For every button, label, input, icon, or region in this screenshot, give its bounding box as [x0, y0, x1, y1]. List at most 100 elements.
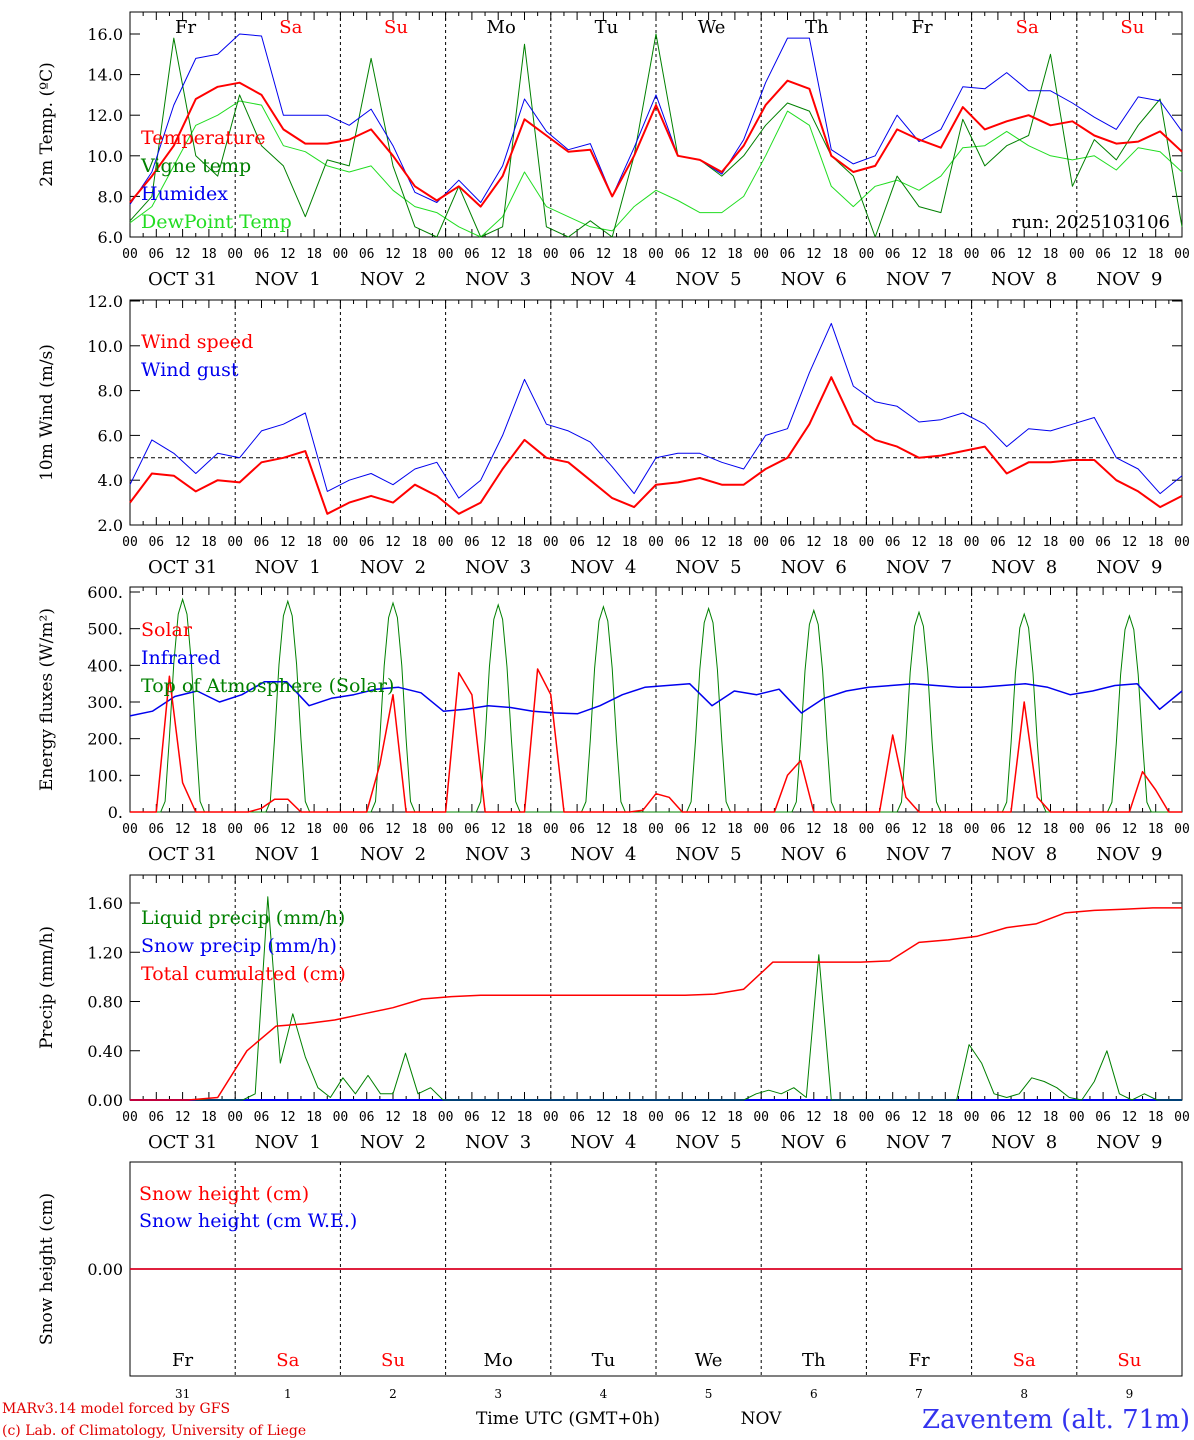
line-total-cumulated — [130, 907, 1182, 1101]
line-liquid-precip — [130, 896, 1182, 1101]
hour-label: 12 — [1016, 247, 1032, 262]
date-label: NOV 2 — [360, 557, 426, 578]
hour-label: 12 — [1122, 822, 1138, 837]
hour-label: 00 — [227, 822, 243, 837]
legend-vigne-temp: Vigne temp — [140, 155, 251, 177]
hour-label: 12 — [175, 822, 191, 837]
hour-label: 06 — [990, 247, 1006, 262]
day-number: 8 — [1020, 1387, 1028, 1401]
date-label: NOV 5 — [676, 1132, 742, 1153]
hour-label: 06 — [148, 1110, 164, 1125]
hour-label: 12 — [701, 1110, 717, 1125]
hour-label: 18 — [411, 247, 427, 262]
hour-label: 00 — [438, 822, 454, 837]
hour-label: 00 — [859, 822, 875, 837]
day-number: 1 — [284, 1387, 292, 1401]
date-label: NOV 9 — [1096, 1132, 1162, 1153]
hour-label: 18 — [727, 1110, 743, 1125]
day-name-bottom: Fr — [908, 1350, 929, 1371]
hour-label: 00 — [1174, 1110, 1190, 1125]
day-number: 5 — [705, 1387, 713, 1401]
day-number: 3 — [494, 1387, 502, 1401]
hour-label: 00 — [648, 247, 664, 262]
hour-label: 12 — [1016, 1110, 1032, 1125]
hour-label: 06 — [1095, 1110, 1111, 1125]
y-tick-label: 0. — [108, 803, 123, 822]
footer-credit: (c) Lab. of Climatology, University of L… — [2, 1423, 306, 1439]
hour-label: 18 — [832, 247, 848, 262]
y-axis-label: Precip (mm/h) — [37, 926, 57, 1049]
hour-label: 00 — [648, 535, 664, 550]
line-vigne-temp — [129, 33, 1183, 238]
legend-infrared: Infrared — [141, 647, 221, 669]
hour-label: 12 — [806, 822, 822, 837]
day-name-bottom: Tu — [592, 1350, 616, 1371]
date-label: OCT 31 — [148, 1132, 217, 1153]
hour-label: 18 — [411, 822, 427, 837]
hour-label: 06 — [1095, 535, 1111, 550]
hour-label: 18 — [832, 1110, 848, 1125]
day-name-top: Fr — [911, 17, 932, 38]
hour-label: 06 — [254, 247, 270, 262]
hour-label: 18 — [201, 822, 217, 837]
legend-humidex: Humidex — [141, 183, 228, 205]
hour-label: 06 — [885, 535, 901, 550]
day-name-top: Th — [805, 17, 829, 38]
hour-label: 12 — [596, 1110, 612, 1125]
hour-label: 12 — [911, 247, 927, 262]
day-name-top: Su — [384, 17, 408, 38]
y-tick-label: 100. — [87, 766, 123, 785]
panel-frame-3 — [129, 586, 1183, 813]
date-label: NOV 6 — [781, 1132, 847, 1153]
hour-label: 06 — [674, 1110, 690, 1125]
grid-layer — [129, 11, 1183, 1377]
hour-label: 00 — [227, 247, 243, 262]
line-temperature — [129, 79, 1183, 208]
hour-label: 00 — [543, 247, 559, 262]
date-label: NOV 2 — [360, 269, 426, 290]
hour-label: 06 — [464, 1110, 480, 1125]
legend-wind-gust: Wind gust — [141, 359, 239, 381]
hour-label: 00 — [1174, 247, 1190, 262]
hour-label: 18 — [622, 1110, 638, 1125]
footer-model: MARv3.14 model forced by GFS — [2, 1401, 230, 1417]
hour-label: 06 — [148, 535, 164, 550]
hour-label: 00 — [333, 1110, 349, 1125]
date-label: NOV 7 — [886, 844, 952, 865]
y-tick-label: 0.40 — [87, 1042, 123, 1061]
hour-label: 18 — [517, 535, 533, 550]
date-label: NOV 3 — [465, 557, 531, 578]
hour-label: 06 — [359, 1110, 375, 1125]
day-name-bottom: Mo — [484, 1350, 513, 1371]
hour-label: 12 — [280, 535, 296, 550]
hour-label: 18 — [201, 1110, 217, 1125]
date-label: NOV 3 — [465, 269, 531, 290]
y-tick-label: 4.0 — [98, 471, 123, 490]
y-tick-label: 0.80 — [87, 993, 123, 1012]
hour-label: 06 — [990, 535, 1006, 550]
hour-label: 18 — [832, 535, 848, 550]
hour-label: 12 — [280, 822, 296, 837]
day-name-bottom: We — [695, 1350, 723, 1371]
hour-label: 06 — [254, 535, 270, 550]
legend-dewpoint-temp: DewPoint Temp — [141, 211, 292, 233]
hour-label: 06 — [1095, 822, 1111, 837]
day-name-top: Tu — [595, 17, 619, 38]
hour-label: 12 — [806, 1110, 822, 1125]
hour-label: 12 — [490, 822, 506, 837]
hour-label: 06 — [569, 822, 585, 837]
legend-snow-precip-mm-h-: Snow precip (mm/h) — [141, 935, 337, 957]
hour-label: 06 — [569, 535, 585, 550]
y-tick-label: 0.00 — [87, 1091, 123, 1110]
y-axis-label: 2m Temp. (ºC) — [37, 62, 57, 187]
footer-month: NOV — [741, 1409, 783, 1429]
hour-label: 18 — [622, 247, 638, 262]
y-axis-label: Energy fluxes (W/m²) — [37, 608, 57, 791]
hour-label: 00 — [1069, 822, 1085, 837]
hour-label: 06 — [780, 1110, 796, 1125]
day-name-top: We — [698, 17, 726, 38]
day-number: 4 — [600, 1387, 608, 1401]
day-name-bottom: Th — [802, 1350, 826, 1371]
hour-label: 00 — [1069, 1110, 1085, 1125]
hour-label: 00 — [648, 1110, 664, 1125]
